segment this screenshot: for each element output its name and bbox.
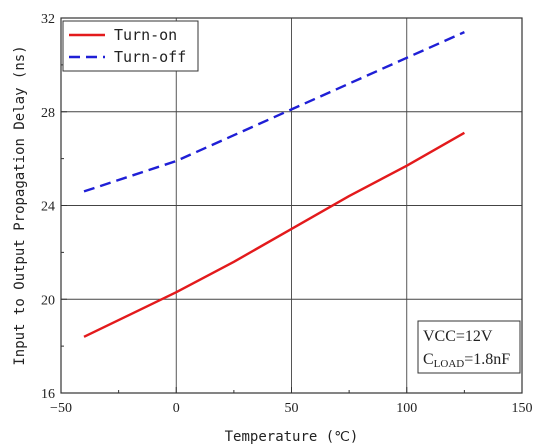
legend: Turn-on Turn-off: [62, 20, 199, 72]
legend-box: [62, 20, 199, 72]
legend-label-turn-off: Turn-off: [114, 48, 186, 66]
series-line-turn-on: [83, 131, 465, 338]
tick-labels: −50 0 50 100 150 16 20 24 28 32: [41, 12, 533, 416]
conditions-note: VCC=12V CLOAD=1.8nF: [417, 320, 521, 374]
y-tick-label: 28: [41, 106, 55, 121]
y-tick-label: 16: [41, 387, 55, 402]
x-tick-label: −50: [50, 401, 72, 416]
series-line-turn-off: [83, 31, 465, 193]
x-tick-label: 50: [285, 401, 299, 416]
y-tick-label: 24: [41, 200, 55, 215]
y-axis-title: Input to Output Propagation Delay (ns): [12, 45, 28, 365]
cload-subscript: LOAD: [434, 358, 465, 370]
x-tick-label: 0: [173, 401, 180, 416]
x-axis-title: Temperature (℃): [225, 429, 359, 445]
cload-symbol: C: [423, 351, 434, 368]
conditions-vcc: VCC=12V: [423, 328, 493, 345]
legend-label-turn-on: Turn-on: [114, 26, 177, 44]
cload-value: =1.8nF: [464, 351, 510, 368]
x-tick-label: 100: [396, 401, 417, 416]
y-tick-label: 32: [41, 12, 55, 27]
grid: [61, 18, 522, 393]
series-lines: [83, 31, 465, 338]
conditions-cload: CLOAD=1.8nF: [423, 351, 510, 370]
conditions-box: [417, 320, 521, 374]
y-tick-label: 20: [41, 293, 55, 308]
x-tick-label: 150: [512, 401, 533, 416]
